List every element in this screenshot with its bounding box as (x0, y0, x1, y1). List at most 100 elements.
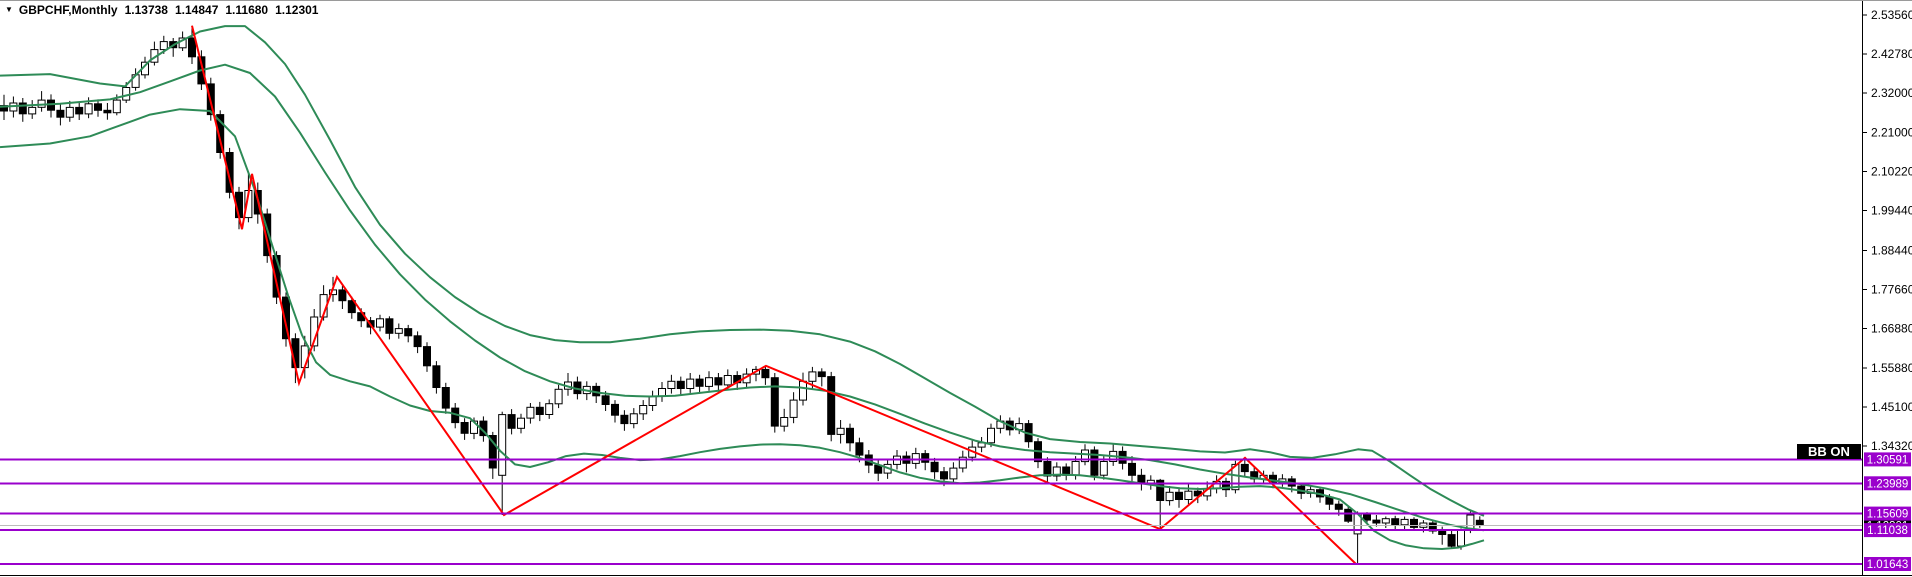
candle-bearish (1391, 518, 1400, 526)
candle-bearish (188, 37, 196, 58)
bollinger-bands (0, 25, 1485, 550)
candle-bearish (601, 395, 610, 405)
candle-bearish (761, 368, 770, 379)
bollinger-band-lower (0, 108, 1485, 550)
candle-bullish (394, 328, 403, 334)
candle-bearish (1240, 463, 1249, 473)
candle-bullish (517, 417, 525, 429)
axis-tick-label: 2.53560 (1871, 8, 1912, 22)
candle-bullish (1099, 461, 1108, 476)
candle-bearish (1043, 461, 1052, 477)
candle-bearish (770, 377, 779, 427)
candle-bullish (1165, 491, 1174, 502)
axis-tick-label: 1.88440 (1871, 243, 1912, 257)
candle-bullish (122, 87, 131, 101)
zigzag-line[interactable] (191, 25, 1357, 565)
bb-on-label-bg (1797, 444, 1861, 459)
candle-bullish (949, 467, 958, 480)
candle-bearish (272, 255, 281, 298)
candle-bullish (1400, 518, 1409, 526)
candle-bullish (780, 417, 789, 427)
hline-price-label-bg[interactable] (1864, 557, 1911, 571)
candle-bearish (423, 346, 431, 367)
hline-price-label-bg[interactable] (1864, 506, 1911, 521)
candle-bullish (836, 427, 845, 435)
axis-tick-label: 2.32000 (1871, 86, 1912, 100)
symbol-timeframe-label: GBPCHF,Monthly (18, 3, 118, 17)
ohlc-high-value: 1.14847 (174, 3, 219, 17)
candle-bearish (1222, 480, 1230, 491)
candle-bearish (535, 406, 544, 415)
candle-bearish (1175, 491, 1183, 500)
candle-bullish (65, 106, 74, 118)
candle-bullish (808, 371, 817, 382)
symbol-dropdown-icon[interactable]: ▼ (5, 4, 13, 14)
candle-bearish (1090, 449, 1099, 476)
candle-bearish (817, 371, 826, 378)
candle-bearish (620, 414, 629, 425)
axis-tick-label: 1.99440 (1871, 204, 1912, 218)
candle-bullish (987, 427, 995, 444)
candle-bearish (855, 442, 864, 456)
horizontal-lines (0, 458, 1862, 565)
axis-tick-label: 2.21000 (1871, 126, 1912, 140)
hline-price-label-text: 1.15609 (1867, 509, 1909, 521)
axis-tick-label: 1.55880 (1871, 361, 1912, 375)
axis-tick-label: 2.42780 (1871, 47, 1912, 61)
candle-bullish (789, 399, 798, 418)
hline-price-label-bg[interactable] (1864, 476, 1911, 491)
candle-bearish (385, 318, 394, 334)
candle-bearish (338, 289, 347, 302)
candle-bearish (1156, 479, 1165, 501)
candle-bullish (648, 396, 657, 406)
hline-price-label-bg[interactable] (1864, 452, 1911, 467)
candle-bearish (18, 102, 27, 115)
candle-bullish (958, 456, 967, 469)
candle-bearish (216, 114, 225, 153)
candle-bullish (545, 403, 554, 416)
candle-bearish (263, 213, 272, 257)
candle-bearish (1334, 503, 1343, 510)
candle-bullish (629, 413, 638, 425)
axis-price-labels: 1.123011.305911.239891.156091.110381.016… (1864, 452, 1911, 571)
candle-bullish (705, 377, 713, 387)
candle-bearish (940, 471, 948, 480)
bollinger-band-middle (0, 63, 1485, 532)
candle-bullish (554, 388, 563, 405)
candle-bearish (846, 427, 854, 444)
candle-bullish (112, 99, 121, 114)
candle-bullish (1052, 466, 1061, 477)
candle-bearish (921, 453, 930, 463)
candle-bullish (723, 375, 732, 386)
ohlc-low-value: 1.11680 (225, 3, 269, 17)
candle-bearish (507, 414, 516, 429)
candle-bullish (1184, 490, 1193, 501)
candle-bearish (460, 422, 469, 434)
candle-bearish (282, 296, 290, 340)
candle-bearish (225, 152, 234, 193)
axis-tick-label: 1.45100 (1871, 400, 1912, 414)
candle-bearish (1410, 518, 1418, 528)
candle-bullish (1381, 518, 1390, 524)
candle-bearish (1447, 534, 1456, 547)
hline-price-label-text: 1.01643 (1867, 559, 1909, 571)
candle-bearish (1438, 530, 1447, 536)
candle-bullish (1457, 529, 1465, 547)
candle-bullish (1081, 449, 1089, 463)
candle-bearish (404, 328, 413, 337)
hline-price-label-text: 1.23989 (1867, 478, 1909, 490)
ohlc-open-value: 1.13738 (124, 3, 168, 17)
bb-on-label[interactable]: BB ON (1797, 444, 1861, 459)
candle-bullish (526, 406, 535, 419)
axis-tick-label: 1.77660 (1871, 282, 1912, 296)
candle-bearish (432, 365, 441, 388)
candle-bearish (488, 435, 497, 469)
hline-price-label-bg[interactable] (1864, 523, 1911, 538)
hline-price-label-text: 1.11038 (1867, 525, 1908, 537)
candle-bearish (827, 376, 836, 435)
candle-bearish (930, 461, 939, 473)
bollinger-band-upper (0, 25, 1485, 517)
